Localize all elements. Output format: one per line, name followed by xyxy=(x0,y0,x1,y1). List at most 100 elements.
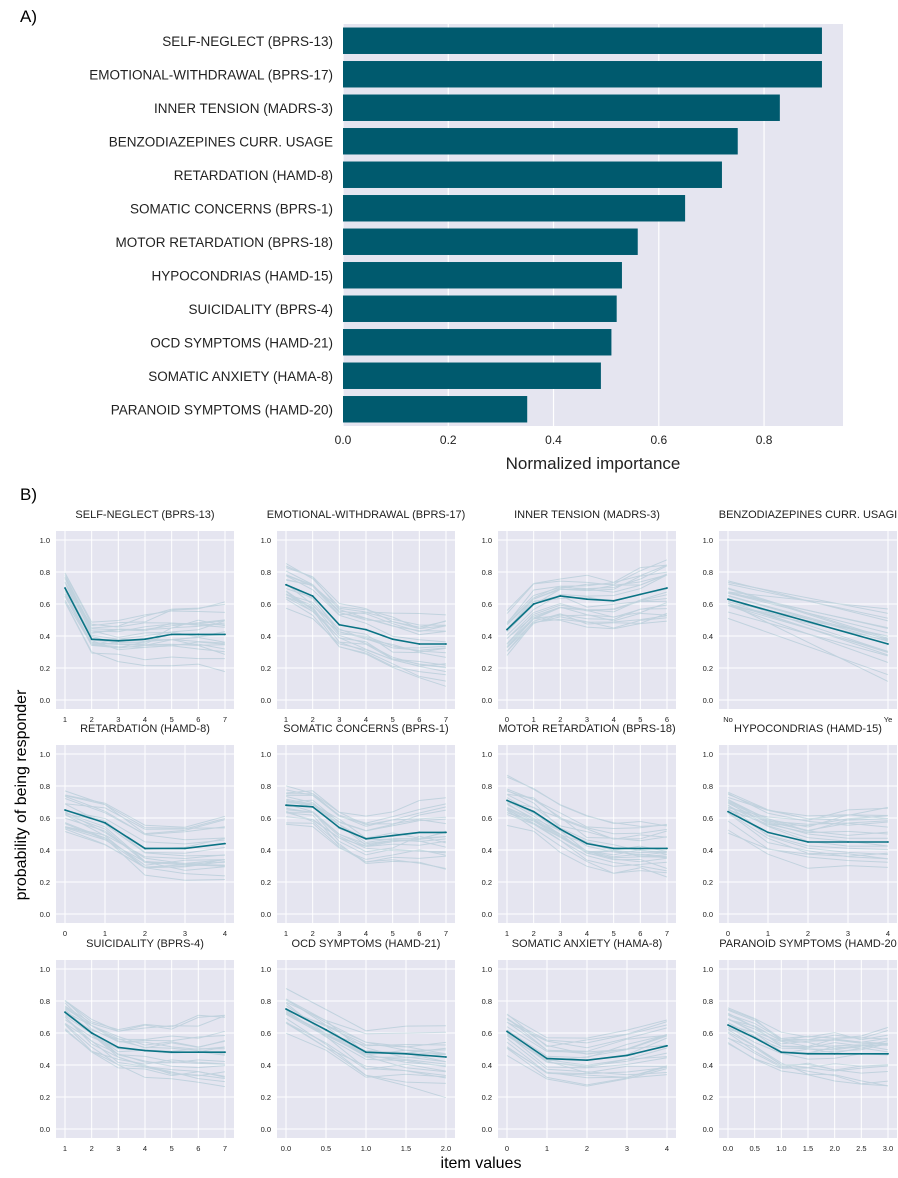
individual-traces xyxy=(285,563,447,687)
individual-trace xyxy=(506,616,668,656)
curve-x-tick-label: 7 xyxy=(444,929,448,938)
curve-y-tick-label: 0.4 xyxy=(482,1061,492,1070)
individual-trace xyxy=(506,802,668,863)
individual-trace xyxy=(64,593,226,650)
individual-traces xyxy=(64,790,226,881)
curve-x-tick-label: 1 xyxy=(284,715,288,724)
individual-trace xyxy=(285,565,447,636)
individual-trace xyxy=(506,807,668,859)
individual-trace xyxy=(506,809,668,856)
response-curve-panel: RETARDATION (HAMD-8) 0.0 0.2 0.4 0.6 0.8 1.0 0 1… xyxy=(40,723,234,938)
curve-y-tick-label: 0.2 xyxy=(40,664,50,673)
curve-y-tick-label: 1.0 xyxy=(482,965,492,974)
individual-trace xyxy=(727,602,889,653)
individual-trace xyxy=(285,816,447,853)
individual-trace xyxy=(506,1047,668,1086)
individual-trace xyxy=(506,1046,668,1078)
individual-trace xyxy=(506,809,668,878)
individual-trace xyxy=(285,789,447,825)
individual-trace xyxy=(285,799,447,832)
individual-trace xyxy=(506,1032,668,1068)
curve-y-tick-label: 0.8 xyxy=(703,782,713,791)
individual-trace xyxy=(727,809,889,835)
importance-bar xyxy=(343,161,722,188)
mean-response-point xyxy=(666,587,668,589)
individual-trace xyxy=(64,593,226,649)
curve-y-tick-label: 0.4 xyxy=(261,1061,271,1070)
individual-trace xyxy=(727,793,889,820)
curve-y-tick-label: 0.8 xyxy=(40,782,50,791)
individual-trace xyxy=(64,790,226,829)
individual-trace xyxy=(506,788,668,830)
mean-response-point xyxy=(767,831,769,834)
mean-response-point xyxy=(847,841,849,843)
individual-trace xyxy=(727,1037,889,1069)
individual-trace xyxy=(64,1022,226,1083)
individual-trace xyxy=(285,794,447,824)
individual-trace xyxy=(506,1029,668,1059)
curve-panel-title: EMOTIONAL-WITHDRAWAL (BPRS-17) xyxy=(267,509,466,521)
mean-response-point xyxy=(445,1056,447,1058)
curve-y-tick-label: 0.8 xyxy=(482,568,492,577)
mean-response-point xyxy=(64,809,66,811)
bar-category-label: SELF-NEGLECT (BPRS-13) xyxy=(162,34,333,49)
individual-trace xyxy=(506,812,668,867)
individual-trace xyxy=(285,812,447,869)
mean-response-point xyxy=(117,1046,120,1049)
individual-trace xyxy=(64,573,226,628)
individual-trace xyxy=(64,599,226,649)
individual-trace xyxy=(64,1016,226,1064)
individual-trace xyxy=(285,1001,447,1035)
curve-panel-title: RETARDATION (HAMD-8) xyxy=(80,723,210,735)
individual-trace xyxy=(727,1029,889,1074)
curve-y-tick-label: 0.6 xyxy=(261,1029,271,1038)
curve-x-tick-label: 1.0 xyxy=(776,1144,786,1153)
individual-trace xyxy=(506,612,668,652)
curve-y-tick-label: 0.4 xyxy=(40,846,50,855)
curve-x-tick-label: 5 xyxy=(391,929,395,938)
individual-trace xyxy=(506,615,668,649)
curve-x-tick-label: 2.0 xyxy=(441,1144,451,1153)
bar-category-label: SOMATIC CONCERNS (BPRS-1) xyxy=(130,201,333,216)
curve-x-tick-label: 1 xyxy=(505,929,509,938)
response-curve-panel: SUICIDALITY (BPRS-4) 0.0 0.2 0.4 0.6 0.8 1.0 1 2… xyxy=(40,938,234,1153)
curve-y-tick-label: 0.8 xyxy=(703,997,713,1006)
individual-trace xyxy=(727,1017,889,1049)
curve-y-tick-label: 1.0 xyxy=(261,965,271,974)
individual-trace xyxy=(64,601,225,661)
mean-response-point xyxy=(418,831,421,834)
individual-trace xyxy=(506,1013,668,1048)
mean-response-line xyxy=(727,598,889,645)
individual-trace xyxy=(285,811,447,848)
individual-trace xyxy=(64,1007,226,1043)
curve-y-tick-label: 0.2 xyxy=(40,1093,50,1102)
individual-trace xyxy=(285,785,447,826)
individual-trace xyxy=(727,1014,889,1051)
individual-trace xyxy=(506,1037,668,1076)
mean-response-point xyxy=(224,842,226,845)
mean-response-point xyxy=(285,1008,287,1010)
individual-trace xyxy=(64,809,226,854)
individual-trace xyxy=(506,793,668,840)
panel-a-letter: A) xyxy=(20,7,37,26)
curve-x-tick-label: 4 xyxy=(143,1144,147,1153)
individual-trace xyxy=(727,583,889,619)
mean-response-point xyxy=(833,1052,836,1055)
individual-trace xyxy=(285,1013,447,1067)
individual-trace xyxy=(727,1042,889,1087)
mean-response-point xyxy=(612,599,615,602)
individual-trace xyxy=(285,579,447,616)
individual-trace xyxy=(64,581,226,634)
individual-trace xyxy=(727,1012,889,1048)
bar-category-label: RETARDATION (HAMD-8) xyxy=(174,168,333,183)
curve-y-tick-label: 1.0 xyxy=(40,750,50,759)
individual-trace xyxy=(64,795,226,841)
individual-trace xyxy=(727,1019,889,1042)
mean-response-point xyxy=(807,841,809,843)
curve-x-tick-label: 5 xyxy=(638,715,642,724)
curve-y-tick-label: 0.2 xyxy=(261,664,271,673)
curve-panel-title: MOTOR RETARDATION (BPRS-18) xyxy=(498,723,675,735)
curve-y-tick-label: 0.6 xyxy=(261,814,271,823)
individual-trace xyxy=(285,1032,447,1078)
individual-trace xyxy=(727,807,889,821)
